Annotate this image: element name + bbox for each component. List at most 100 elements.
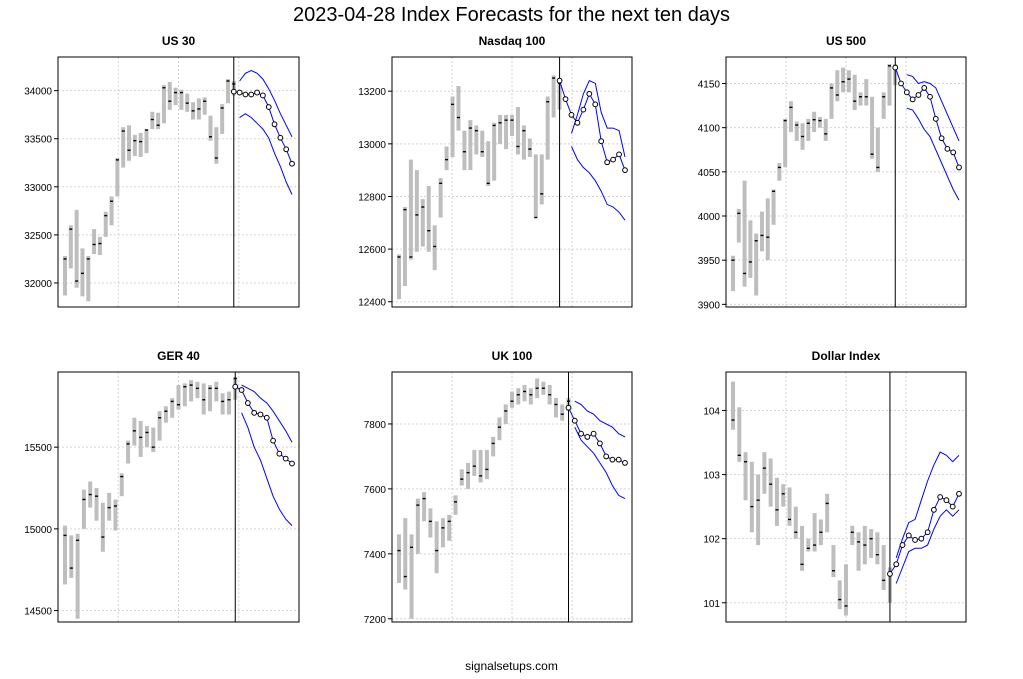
forecast-point bbox=[230, 88, 237, 95]
forecast-point bbox=[924, 529, 931, 536]
forecast-point bbox=[956, 490, 962, 497]
forecast-point bbox=[943, 497, 950, 504]
chart-title: UK 100 bbox=[492, 349, 533, 363]
forecast-upper-band bbox=[906, 74, 960, 142]
forecast-point bbox=[615, 456, 622, 463]
forecast-point bbox=[565, 404, 572, 411]
forecast-point bbox=[949, 503, 956, 510]
y-tick-label: 4000 bbox=[698, 212, 721, 223]
forecast-lower-band bbox=[241, 412, 293, 526]
chart-title: Nasdaq 100 bbox=[479, 34, 546, 48]
forecast-point bbox=[556, 77, 563, 84]
plot-frame bbox=[391, 371, 633, 623]
chart-title: GER 40 bbox=[157, 349, 200, 363]
chart-panel-3: 3900 3950 4000 4050 4100 4150 US 500 bbox=[698, 34, 967, 311]
forecast-point bbox=[254, 89, 260, 96]
y-tick-label: 4150 bbox=[698, 80, 721, 91]
forecast-point bbox=[263, 414, 270, 421]
forecast-point bbox=[912, 537, 918, 543]
forecast-point bbox=[932, 115, 939, 122]
y-tick-label: 7800 bbox=[364, 420, 387, 431]
y-tick-label: 13200 bbox=[358, 87, 386, 98]
y-tick-label: 102 bbox=[703, 535, 720, 546]
forecast-point bbox=[584, 434, 591, 440]
y-tick-label: 12600 bbox=[358, 245, 386, 256]
forecast-line bbox=[233, 91, 293, 164]
plot-frame bbox=[57, 56, 300, 308]
forecast-point bbox=[283, 146, 290, 153]
chart-panel-5: 7200 7400 7600 7800 UK 100 bbox=[364, 349, 633, 626]
chart-panel-4: 14500 15000 15500 GER 40 bbox=[24, 349, 300, 623]
footer-source: signalsetups.com bbox=[465, 659, 558, 673]
plot-frame bbox=[391, 56, 633, 308]
forecast-lower-band bbox=[239, 113, 293, 195]
forecast-upper-band bbox=[239, 69, 293, 138]
forecast-upper-band bbox=[571, 80, 626, 158]
forecast-point bbox=[265, 104, 272, 110]
y-tick-label: 103 bbox=[703, 471, 720, 482]
plot-frame bbox=[57, 371, 300, 623]
y-tick-label: 3950 bbox=[698, 256, 721, 267]
chart-panel-2: 12400 12600 12800 13000 13200 Nasdaq 100 bbox=[358, 34, 633, 309]
forecast-point bbox=[938, 135, 945, 142]
forecast-point bbox=[270, 437, 276, 444]
forecast-point bbox=[596, 440, 603, 447]
forecast-upper-band bbox=[241, 384, 293, 443]
y-tick-label: 104 bbox=[703, 406, 720, 417]
forecast-lower-band bbox=[574, 426, 626, 500]
chart-title: US 500 bbox=[826, 34, 866, 48]
y-tick-label: 34000 bbox=[24, 87, 52, 98]
forecast-point bbox=[580, 106, 587, 113]
forecast-line bbox=[568, 407, 626, 464]
forecast-point bbox=[899, 542, 906, 548]
forecast-lower-band bbox=[571, 146, 626, 221]
forecast-point bbox=[905, 532, 912, 539]
forecast-point bbox=[562, 96, 569, 103]
forecast-point bbox=[276, 450, 283, 457]
forecast-point bbox=[578, 430, 584, 437]
forecast-point bbox=[598, 138, 605, 145]
y-tick-label: 32000 bbox=[24, 279, 52, 290]
forecast-point bbox=[568, 111, 575, 118]
forecast-point bbox=[244, 400, 251, 406]
y-tick-label: 7600 bbox=[364, 485, 387, 496]
forecast-point bbox=[887, 571, 893, 577]
forecast-line bbox=[889, 493, 960, 575]
forecast-point bbox=[586, 90, 593, 97]
forecast-line bbox=[235, 386, 293, 464]
forecast-point bbox=[271, 121, 278, 128]
forecast-point bbox=[622, 167, 628, 174]
forecast-point bbox=[616, 151, 622, 158]
forecast-point bbox=[590, 430, 597, 437]
forecast-point bbox=[232, 383, 239, 390]
forecast-point bbox=[930, 506, 937, 513]
y-tick-label: 32500 bbox=[24, 231, 52, 242]
forecast-line bbox=[559, 80, 626, 171]
y-tick-label: 12800 bbox=[358, 192, 386, 203]
forecast-point bbox=[909, 96, 916, 103]
y-tick-label: 3900 bbox=[698, 300, 721, 311]
plot-frame bbox=[725, 371, 967, 623]
forecast-point bbox=[289, 460, 295, 467]
forecast-point bbox=[242, 91, 249, 98]
forecast-point bbox=[571, 417, 578, 424]
y-tick-label: 33000 bbox=[24, 183, 52, 194]
y-tick-label: 13000 bbox=[358, 140, 386, 151]
forecast-point bbox=[610, 156, 617, 163]
forecast-point bbox=[574, 119, 581, 126]
forecast-point bbox=[282, 455, 289, 462]
y-tick-label: 12400 bbox=[358, 298, 386, 309]
y-tick-label: 7400 bbox=[364, 550, 387, 561]
forecast-lower-band bbox=[906, 107, 960, 201]
forecast-point bbox=[251, 409, 258, 416]
y-tick-label: 15500 bbox=[24, 443, 52, 454]
forecast-point bbox=[950, 149, 957, 156]
forecast-point bbox=[622, 460, 628, 466]
forecast-point bbox=[903, 89, 910, 96]
page-title: 2023-04-28 Index Forecasts for the next … bbox=[293, 4, 730, 26]
forecast-point bbox=[236, 89, 243, 96]
forecast-point bbox=[918, 535, 925, 542]
chart-title: Dollar Index bbox=[812, 349, 881, 363]
y-tick-label: 101 bbox=[703, 599, 720, 610]
